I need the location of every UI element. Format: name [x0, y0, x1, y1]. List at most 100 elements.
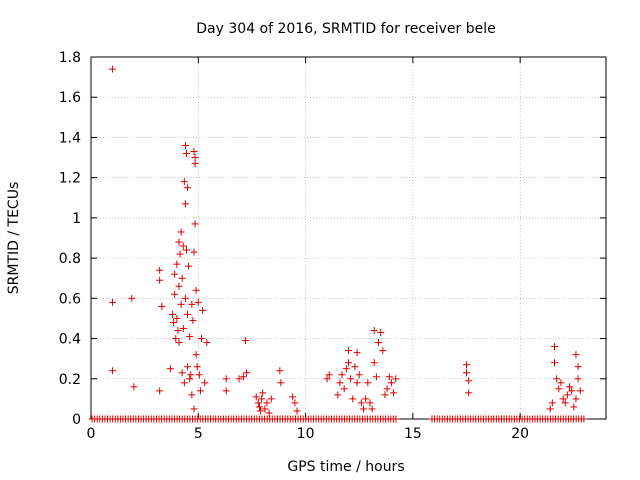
data-point — [185, 262, 193, 270]
data-point — [353, 349, 361, 357]
data-point — [108, 65, 116, 73]
data-point — [108, 298, 116, 306]
data-point — [178, 274, 186, 282]
data-point — [188, 300, 196, 308]
data-point — [572, 395, 580, 403]
data-point — [258, 395, 266, 403]
data-point — [190, 405, 198, 413]
grid-lines — [91, 57, 606, 419]
data-point — [570, 403, 578, 411]
data-point — [563, 391, 571, 399]
data-point — [203, 339, 211, 347]
data-point — [180, 178, 188, 186]
data-point — [276, 367, 284, 375]
data-point — [357, 399, 365, 407]
data-point — [156, 387, 164, 395]
y-tick-label: 1.4 — [59, 130, 81, 146]
data-point — [379, 347, 387, 355]
y-tick-label: 0.4 — [59, 332, 81, 348]
data-point — [171, 270, 179, 278]
data-point — [568, 387, 576, 395]
data-point — [366, 399, 374, 407]
data-point — [156, 266, 164, 274]
data-point — [257, 407, 265, 415]
data-point — [553, 375, 561, 383]
data-point — [166, 365, 174, 373]
x-axis-title: GPS time / hours — [287, 459, 404, 475]
data-point — [191, 160, 199, 168]
data-point — [177, 300, 185, 308]
y-tick-label: 0 — [72, 412, 81, 428]
data-point — [242, 337, 249, 345]
y-tick-label: 1 — [72, 211, 81, 227]
x-tick-label: 10 — [297, 426, 315, 442]
data-point — [172, 335, 180, 343]
data-point — [187, 371, 195, 379]
data-point — [194, 298, 202, 306]
data-point — [193, 363, 201, 371]
data-point — [355, 371, 363, 379]
data-point — [383, 385, 391, 393]
data-points — [88, 65, 588, 423]
data-point — [186, 333, 194, 341]
data-point — [252, 393, 260, 401]
data-point — [198, 335, 206, 343]
data-point — [192, 351, 200, 359]
data-point — [189, 316, 197, 324]
data-point — [173, 260, 181, 268]
data-point — [277, 379, 285, 387]
data-point — [368, 405, 376, 413]
data-point — [375, 339, 383, 347]
data-point — [261, 405, 269, 413]
data-point — [186, 375, 194, 383]
data-point — [130, 383, 138, 391]
data-point — [222, 375, 230, 383]
data-point — [156, 276, 164, 284]
data-point — [195, 371, 203, 379]
data-point — [191, 220, 199, 228]
data-point — [170, 318, 178, 326]
data-point — [176, 250, 184, 258]
data-point — [381, 391, 389, 399]
data-point — [179, 242, 187, 250]
data-point — [263, 399, 271, 407]
y-axis-title: SRMTID / TECUs — [6, 182, 22, 295]
x-tick-label: 15 — [404, 426, 422, 442]
data-point — [254, 399, 262, 407]
data-point — [555, 385, 563, 393]
data-point — [175, 282, 183, 290]
data-point — [364, 379, 372, 387]
data-point — [392, 375, 400, 383]
data-point — [178, 369, 186, 377]
y-tick-label: 0.2 — [59, 372, 81, 388]
data-point — [289, 393, 297, 401]
data-point — [390, 389, 398, 397]
y-tick-label: 1.8 — [59, 50, 81, 66]
data-point — [347, 375, 355, 383]
data-point — [349, 395, 357, 403]
data-point — [370, 327, 378, 335]
data-point — [338, 371, 346, 379]
data-point — [222, 387, 230, 395]
data-point — [551, 359, 558, 367]
data-point — [557, 379, 565, 387]
data-point — [259, 389, 267, 397]
data-point — [465, 377, 473, 385]
data-point — [551, 343, 558, 351]
data-point — [463, 369, 471, 377]
data-point — [190, 148, 198, 156]
data-point — [345, 359, 352, 367]
data-point — [175, 238, 183, 246]
data-point — [184, 184, 192, 192]
data-point — [179, 325, 187, 332]
data-point — [265, 409, 273, 417]
data-point — [351, 363, 359, 371]
data-point — [239, 373, 247, 381]
data-point — [192, 286, 200, 294]
data-point — [184, 310, 192, 318]
data-point — [372, 373, 380, 381]
data-point — [370, 359, 378, 367]
data-point — [182, 150, 190, 158]
x-tick-label: 20 — [511, 426, 529, 442]
data-point — [177, 228, 185, 236]
